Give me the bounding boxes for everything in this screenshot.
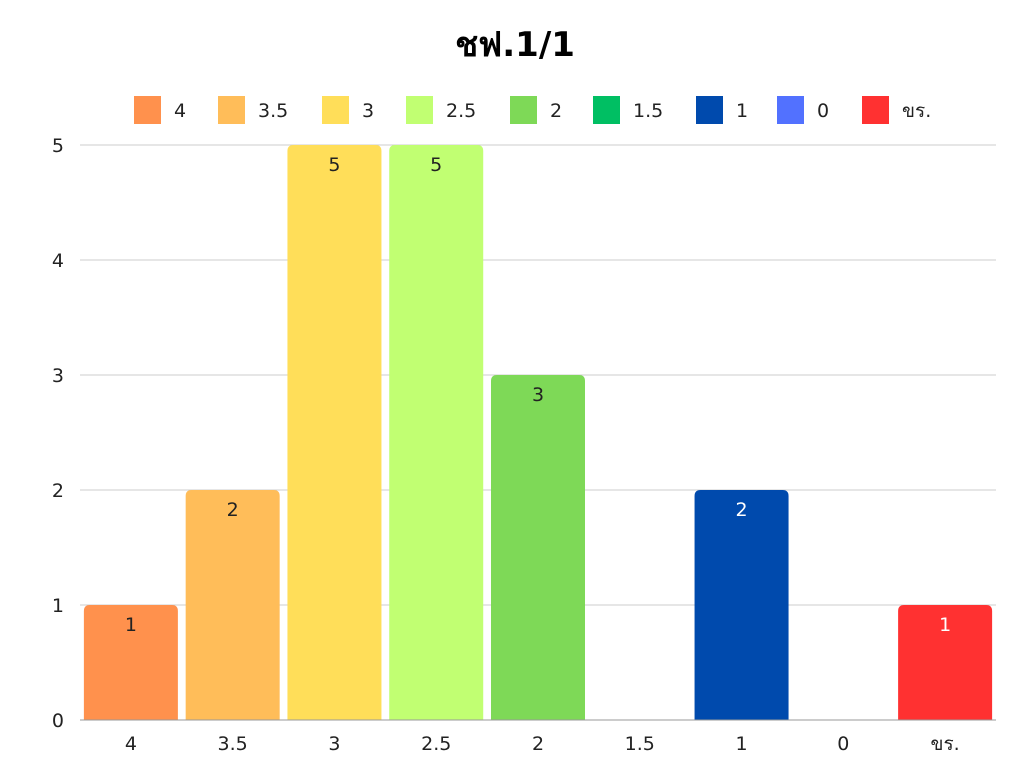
x-tick-label: 2 [532, 733, 544, 755]
x-tick-label: 2.5 [421, 733, 451, 755]
x-tick-label: 1.5 [625, 733, 655, 755]
y-tick-label: 2 [52, 480, 64, 502]
legend-label: 4 [174, 100, 186, 122]
bar-series: 1 2 5 5 3 2 1 [83, 145, 993, 720]
bar [694, 490, 789, 720]
legend-swatch [510, 96, 537, 124]
bar-data-label: 1 [939, 614, 951, 636]
y-axis: 0 1 2 3 4 5 [52, 135, 64, 732]
legend-label: ขร. [902, 100, 931, 122]
chart-legend: 4 3.5 3 2.5 2 1.5 1 0 ขร. [134, 96, 931, 124]
legend-label: 3 [362, 100, 374, 122]
y-tick-label: 3 [52, 365, 64, 387]
legend-label: 3.5 [258, 100, 288, 122]
x-tick-label: ขร. [930, 733, 959, 755]
legend-swatch [593, 96, 620, 124]
legend-label: 0 [817, 100, 829, 122]
legend-swatch [322, 96, 349, 124]
bar-data-label: 2 [227, 499, 239, 521]
y-tick-label: 4 [52, 250, 64, 272]
legend-swatch [134, 96, 161, 124]
chart-title: ชฟ.1/1 [455, 25, 575, 65]
legend-label: 1 [736, 100, 748, 122]
x-tick-label: 3 [328, 733, 340, 755]
y-tick-label: 0 [52, 710, 64, 732]
legend-label: 2.5 [446, 100, 476, 122]
bar-data-label: 5 [430, 154, 442, 176]
bar-data-label: 5 [328, 154, 340, 176]
bar-data-label: 3 [532, 384, 544, 406]
bar [83, 605, 178, 720]
legend-label: 1.5 [633, 100, 663, 122]
bar-data-label: 1 [125, 614, 137, 636]
bar-data-label: 2 [736, 499, 748, 521]
x-tick-label: 1 [736, 733, 748, 755]
legend-swatch [862, 96, 889, 124]
bar [389, 145, 484, 720]
x-axis: 4 3.5 3 2.5 2 1.5 1 0 ขร. [80, 719, 996, 755]
y-tick-label: 5 [52, 135, 64, 157]
bar [491, 375, 585, 720]
legend-label: 2 [550, 100, 562, 122]
legend-swatch [406, 96, 433, 124]
legend-swatch [777, 96, 804, 124]
legend-swatch [696, 96, 723, 124]
bar [898, 605, 993, 720]
x-tick-label: 0 [837, 733, 849, 755]
x-tick-label: 3.5 [218, 733, 248, 755]
x-tick-label: 4 [125, 733, 137, 755]
bar [287, 145, 382, 720]
legend-swatch [218, 96, 245, 124]
bar [185, 490, 280, 720]
y-tick-label: 1 [52, 595, 64, 617]
